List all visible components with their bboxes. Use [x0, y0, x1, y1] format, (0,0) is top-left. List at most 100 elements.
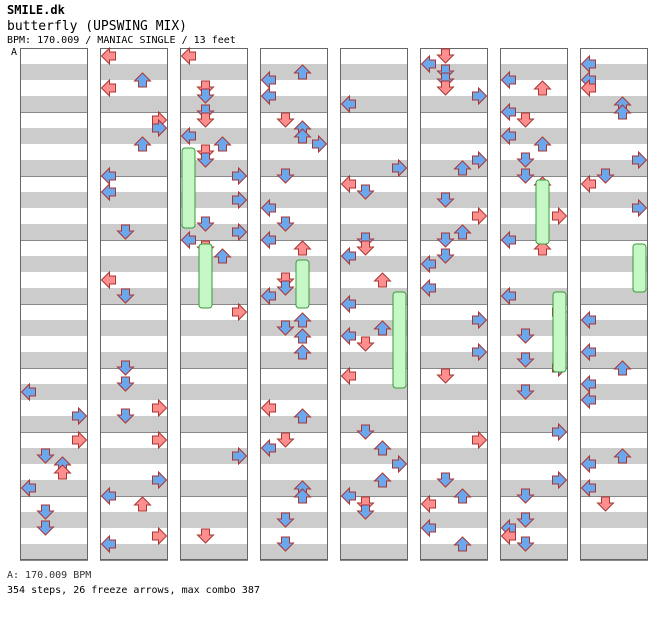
arrow-note	[260, 230, 276, 250]
stripe	[580, 544, 648, 560]
stripe	[20, 384, 88, 400]
stripe	[580, 384, 648, 400]
arrow-note	[356, 240, 375, 256]
stripe	[420, 480, 488, 496]
arrow-note	[516, 328, 535, 344]
arrow-note	[632, 150, 648, 170]
arrow-note	[373, 320, 392, 336]
stripe	[260, 320, 328, 336]
arrow-note	[516, 168, 535, 184]
stripe	[500, 416, 568, 432]
stripe	[420, 256, 488, 272]
stripe	[340, 480, 408, 496]
stripe	[180, 384, 248, 400]
stripe	[260, 384, 328, 400]
arrow-note	[373, 440, 392, 456]
arrow-note	[472, 342, 488, 362]
arrow-note	[453, 224, 472, 240]
arrow-note	[213, 248, 232, 264]
stripe	[580, 256, 648, 272]
arrow-note	[516, 152, 535, 168]
arrow-note	[100, 78, 116, 98]
arrow-note	[276, 320, 295, 336]
stripe	[180, 448, 248, 464]
stripe	[180, 416, 248, 432]
arrow-note	[116, 360, 135, 376]
arrow-note	[293, 408, 312, 424]
arrow-note	[472, 430, 488, 450]
arrow-note	[420, 494, 436, 514]
arrow-note	[260, 398, 276, 418]
chart-info: BPM: 170.009 / MANIAC SINGLE / 13 feet	[7, 35, 236, 46]
stripe	[100, 160, 168, 176]
column-border	[340, 48, 408, 560]
arrow-note	[260, 286, 276, 306]
stripe	[500, 224, 568, 240]
footer-stats: 354 steps, 26 freeze arrows, max combo 3…	[7, 585, 260, 596]
arrow-note	[596, 168, 615, 184]
arrow-note	[276, 216, 295, 232]
arrow-note	[500, 102, 516, 122]
arrow-note	[580, 174, 596, 194]
arrow-note	[356, 504, 375, 520]
stripe	[500, 128, 568, 144]
stripe	[340, 256, 408, 272]
arrow-note	[500, 70, 516, 90]
stripe	[20, 256, 88, 272]
stripe	[420, 512, 488, 528]
arrow-note	[232, 302, 248, 322]
arrow-note	[293, 64, 312, 80]
stripe	[260, 128, 328, 144]
stripe	[340, 96, 408, 112]
arrow-note	[53, 464, 72, 480]
arrow-note	[373, 272, 392, 288]
arrow-note	[116, 376, 135, 392]
arrow-note	[196, 528, 215, 544]
arrow-note	[420, 54, 436, 74]
stripe	[580, 416, 648, 432]
stripe	[420, 288, 488, 304]
arrow-note	[232, 166, 248, 186]
arrow-note	[100, 166, 116, 186]
arrow-note	[196, 152, 215, 168]
stripe	[420, 160, 488, 176]
arrow-note	[152, 526, 168, 546]
freeze-arrow	[392, 291, 407, 389]
arrow-note	[72, 406, 88, 426]
arrow-note	[196, 112, 215, 128]
stripe	[100, 256, 168, 272]
arrow-note	[516, 488, 535, 504]
arrow-note	[516, 512, 535, 528]
arrow-note	[580, 390, 596, 410]
stripe	[420, 352, 488, 368]
arrow-note	[260, 70, 276, 90]
stripe	[20, 480, 88, 496]
arrow-note	[293, 240, 312, 256]
stripe	[500, 480, 568, 496]
freeze-arrow	[632, 243, 647, 293]
column-border	[580, 48, 648, 560]
stripe	[340, 128, 408, 144]
stripe	[500, 64, 568, 80]
arrow-note	[36, 448, 55, 464]
stripe	[100, 448, 168, 464]
stripe	[20, 128, 88, 144]
arrow-note	[500, 286, 516, 306]
stripe	[20, 64, 88, 80]
arrow-note	[36, 504, 55, 520]
arrow-note	[293, 312, 312, 328]
arrow-note	[552, 422, 568, 442]
arrow-note	[260, 438, 276, 458]
arrow-note	[232, 190, 248, 210]
stripe	[100, 480, 168, 496]
site-name: SMILE.dk	[7, 3, 65, 17]
stripe	[420, 224, 488, 240]
arrow-note	[116, 288, 135, 304]
stripe	[580, 512, 648, 528]
arrow-note	[632, 198, 648, 218]
column-border	[180, 48, 248, 560]
stripe	[580, 224, 648, 240]
arrow-note	[196, 88, 215, 104]
arrow-note	[180, 46, 196, 66]
arrow-note	[260, 86, 276, 106]
